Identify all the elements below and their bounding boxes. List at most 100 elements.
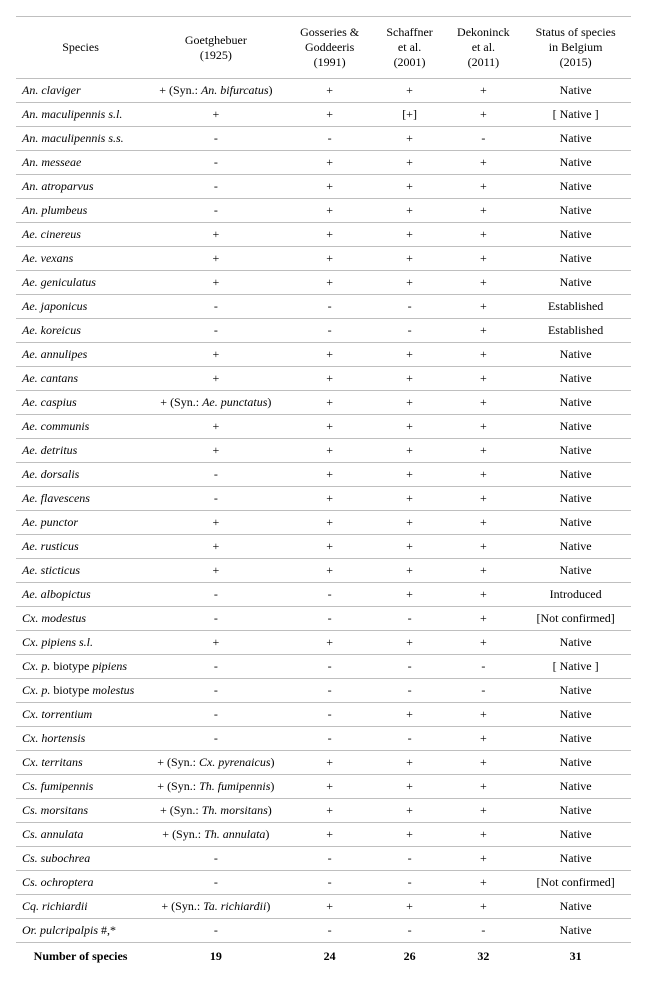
- cell-status: Native: [520, 895, 631, 919]
- cell-goss: +: [287, 487, 373, 511]
- cell-goss: +: [287, 559, 373, 583]
- cell-goss: +: [287, 511, 373, 535]
- cell-dekon: +: [446, 871, 520, 895]
- cell-species: Cq. richiardii: [16, 895, 145, 919]
- table-row: Cs. fumipennis+ (Syn.: Th. fumipennis)++…: [16, 775, 631, 799]
- cell-schaf: +: [373, 367, 447, 391]
- cell-goetghebuer: +: [145, 439, 286, 463]
- cell-species: Cs. ochroptera: [16, 871, 145, 895]
- table-row: Ae. cantans++++Native: [16, 367, 631, 391]
- cell-species: Ae. sticticus: [16, 559, 145, 583]
- cell-goetghebuer: -: [145, 583, 286, 607]
- cell-species: Ae. rusticus: [16, 535, 145, 559]
- cell-dekon: +: [446, 823, 520, 847]
- cell-goetghebuer: -: [145, 847, 286, 871]
- cell-goetghebuer: +: [145, 535, 286, 559]
- table-row: Cx. hortensis---+Native: [16, 727, 631, 751]
- cell-goss: +: [287, 199, 373, 223]
- table-row: An. claviger+ (Syn.: An. bifurcatus)+++N…: [16, 79, 631, 103]
- cell-goetghebuer: +: [145, 631, 286, 655]
- cell-dekon: +: [446, 487, 520, 511]
- table-row: Cq. richiardii+ (Syn.: Ta. richiardii)++…: [16, 895, 631, 919]
- cell-goetghebuer: -: [145, 919, 286, 943]
- cell-schaf: +: [373, 895, 447, 919]
- cell-goss: +: [287, 751, 373, 775]
- cell-status: Native: [520, 79, 631, 103]
- cell-goetghebuer: + (Syn.: Th. morsitans): [145, 799, 286, 823]
- cell-status: Native: [520, 679, 631, 703]
- cell-goetghebuer: -: [145, 727, 286, 751]
- cell-species: Ae. annulipes: [16, 343, 145, 367]
- table-row: Ae. communis++++Native: [16, 415, 631, 439]
- cell-dekon: +: [446, 103, 520, 127]
- cell-dekon: +: [446, 607, 520, 631]
- cell-dekon: +: [446, 319, 520, 343]
- cell-dekon: +: [446, 247, 520, 271]
- cell-status: Native: [520, 727, 631, 751]
- cell-goetghebuer: + (Syn.: Ta. richiardii): [145, 895, 286, 919]
- table-row: An. maculipennis s.l.++[+]+[ Native ]: [16, 103, 631, 127]
- cell-status: Native: [520, 415, 631, 439]
- table-row: Cx. territans+ (Syn.: Cx. pyrenaicus)+++…: [16, 751, 631, 775]
- cell-schaf: +: [373, 271, 447, 295]
- cell-goss: +: [287, 151, 373, 175]
- cell-status: [ Native ]: [520, 655, 631, 679]
- cell-schaf: +: [373, 127, 447, 151]
- cell-schaf: +: [373, 391, 447, 415]
- cell-status: Native: [520, 511, 631, 535]
- cell-schaf: +: [373, 823, 447, 847]
- cell-goss: -: [287, 583, 373, 607]
- col-goetghebuer: Goetghebuer (1925): [145, 17, 286, 79]
- cell-goetghebuer: + (Syn.: Th. fumipennis): [145, 775, 286, 799]
- cell-species: Cx. p. biotype pipiens: [16, 655, 145, 679]
- cell-dekon: +: [446, 367, 520, 391]
- cell-goss: -: [287, 703, 373, 727]
- table-row: Ae. punctor++++Native: [16, 511, 631, 535]
- cell-species: Ae. flavescens: [16, 487, 145, 511]
- table-row: Cx. pipiens s.l.++++Native: [16, 631, 631, 655]
- cell-schaf: +: [373, 487, 447, 511]
- cell-species: Ae. geniculatus: [16, 271, 145, 295]
- cell-status: Native: [520, 391, 631, 415]
- table-row: Ae. geniculatus++++Native: [16, 271, 631, 295]
- cell-schaf: -: [373, 655, 447, 679]
- cell-goetghebuer: -: [145, 487, 286, 511]
- cell-species: An. atroparvus: [16, 175, 145, 199]
- cell-goetghebuer: + (Syn.: Cx. pyrenaicus): [145, 751, 286, 775]
- cell-goss: +: [287, 391, 373, 415]
- cell-schaf: -: [373, 871, 447, 895]
- cell-goss: -: [287, 607, 373, 631]
- cell-dekon: +: [446, 415, 520, 439]
- cell-dekon: +: [446, 727, 520, 751]
- cell-status: [Not confirmed]: [520, 607, 631, 631]
- cell-dekon: +: [446, 343, 520, 367]
- table-row: An. maculipennis s.s.--+-Native: [16, 127, 631, 151]
- cell-dekon: +: [446, 583, 520, 607]
- table-row: Ae. cinereus++++Native: [16, 223, 631, 247]
- cell-species: Cs. subochrea: [16, 847, 145, 871]
- cell-species: An. messeae: [16, 151, 145, 175]
- cell-goss: +: [287, 247, 373, 271]
- cell-goss: +: [287, 463, 373, 487]
- table-row: Ae. dorsalis-+++Native: [16, 463, 631, 487]
- cell-species: Ae. albopictus: [16, 583, 145, 607]
- cell-schaf: +: [373, 199, 447, 223]
- cell-goss: +: [287, 223, 373, 247]
- cell-dekon: +: [446, 175, 520, 199]
- cell-species: Ae. dorsalis: [16, 463, 145, 487]
- cell-schaf: +: [373, 223, 447, 247]
- cell-schaf: +: [373, 247, 447, 271]
- cell-dekon: +: [446, 559, 520, 583]
- cell-status: Native: [520, 247, 631, 271]
- cell-dekon: +: [446, 751, 520, 775]
- col-gosseries: Gosseries & Goddeeris (1991): [287, 17, 373, 79]
- table-row: Ae. vexans++++Native: [16, 247, 631, 271]
- table-row: Cx. p. biotype pipiens----[ Native ]: [16, 655, 631, 679]
- footer-dekon: 32: [446, 943, 520, 969]
- cell-schaf: +: [373, 463, 447, 487]
- cell-status: Introduced: [520, 583, 631, 607]
- cell-goetghebuer: +: [145, 511, 286, 535]
- cell-status: Native: [520, 535, 631, 559]
- cell-species: Ae. koreicus: [16, 319, 145, 343]
- cell-dekon: +: [446, 79, 520, 103]
